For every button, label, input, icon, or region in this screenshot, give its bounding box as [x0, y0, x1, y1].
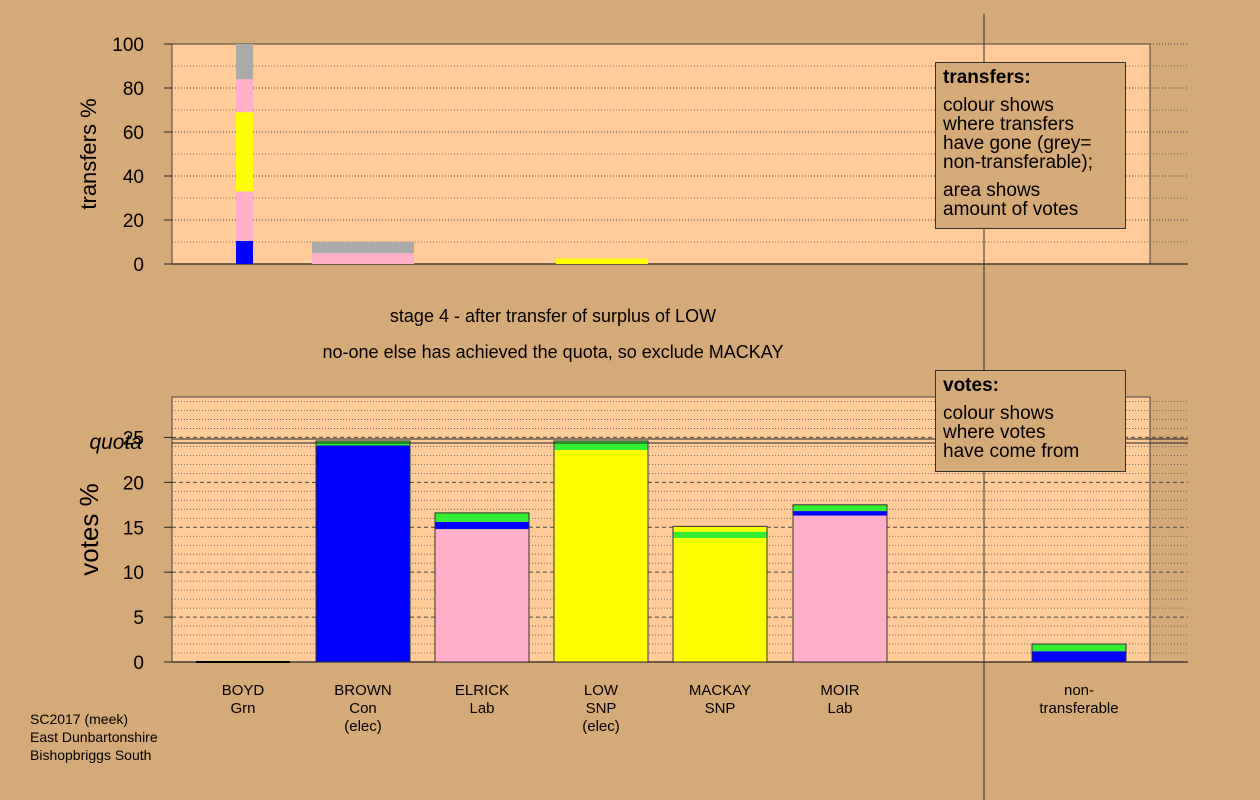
candidate-party: SNP — [705, 700, 736, 717]
candidate-status: (elec) — [344, 718, 382, 735]
votes-legend: votes: colour shows where votes have com… — [935, 370, 1126, 472]
transfer-segment-snp — [236, 112, 253, 192]
y-tick-label: 80 — [123, 79, 144, 100]
candidate-party: Grn — [230, 700, 255, 717]
y-tick-label: 20 — [123, 211, 144, 232]
transfer-segment-nontransferable — [312, 242, 414, 253]
bar-segment-grn — [793, 504, 887, 512]
stage-subtitle: no-one else has achieved the quota, so e… — [322, 342, 784, 362]
transfers-legend-text2: area shows amount of votes — [943, 180, 1079, 220]
y-tick-label: 25 — [123, 428, 144, 449]
transfers-legend-title: transfers: — [943, 67, 1031, 88]
y-tick-label: 60 — [123, 123, 144, 144]
transfer-segment-lab — [312, 257, 414, 264]
y-tick-label: 0 — [133, 653, 144, 674]
transfer-segment-nontransferable — [236, 44, 253, 80]
bar-segment-grn — [435, 512, 529, 522]
transfers-legend: transfers: colour shows where transfers … — [935, 62, 1126, 229]
candidate-name: MACKAY — [689, 682, 751, 699]
bar-segment-con — [793, 511, 887, 516]
bar-outline — [315, 440, 411, 663]
votes-legend-title: votes: — [943, 375, 999, 396]
bar-segment-con — [1032, 651, 1126, 662]
candidate-name: ELRICK — [455, 682, 509, 699]
transfer-segment-lab — [236, 79, 253, 113]
bar-segment-lab — [793, 515, 887, 662]
candidate-party: Lab — [469, 700, 494, 717]
footer-line: Bishopbriggs South — [30, 747, 152, 763]
candidate-party: Lab — [827, 700, 852, 717]
transfer-segment-con — [236, 240, 253, 264]
bar-segment-con — [435, 521, 529, 530]
nontransferable-label: transferable — [1039, 700, 1118, 717]
y-tick-label: 40 — [123, 167, 144, 188]
candidate-status: (elec) — [582, 718, 620, 735]
bar-outline — [434, 512, 530, 663]
bar-segment-snp — [673, 526, 767, 532]
bar-outline — [1031, 643, 1127, 663]
bar-segment-lab — [435, 529, 529, 662]
candidate-name: BROWN — [334, 682, 392, 699]
bar-segment-grn — [673, 531, 767, 539]
transfer-segment-lab — [236, 191, 253, 241]
bar-outline — [672, 525, 768, 663]
stage-title: stage 4 - after transfer of surplus of L… — [389, 306, 717, 326]
transfer-segment-lab — [312, 253, 414, 258]
bar-outline — [792, 504, 888, 663]
y-tick-label: 5 — [133, 608, 144, 629]
y-axis-label: transfers % — [76, 98, 101, 209]
nontransferable-label: non- — [1064, 682, 1094, 699]
bar-segment-snp — [554, 450, 648, 662]
footer-info: SC2017 (meek) East Dunbartonshire Bishop… — [30, 710, 158, 764]
candidate-party: Con — [349, 700, 377, 717]
y-axis-label: votes % — [74, 483, 104, 576]
y-tick-label: 15 — [123, 518, 144, 539]
y-tick-label: 100 — [112, 35, 144, 56]
candidate-name: MOIR — [820, 682, 859, 699]
bar-segment-snp — [673, 538, 767, 662]
footer-line: East Dunbartonshire — [30, 729, 158, 745]
bar-segment-con — [316, 445, 410, 662]
bar-segment-grn — [1032, 644, 1126, 652]
transfers-legend-text1: colour shows where transfers have gone (… — [943, 95, 1093, 173]
y-tick-label: 20 — [123, 473, 144, 494]
candidate-party: SNP — [586, 700, 617, 717]
candidate-name: BOYD — [222, 682, 265, 699]
quota-label: quota — [89, 431, 142, 454]
candidate-name: LOW — [584, 682, 619, 699]
votes-legend-text: colour shows where votes have come from — [943, 403, 1080, 462]
bar-segment-grn — [554, 441, 648, 450]
transfer-segment-snp — [556, 258, 648, 264]
y-tick-label: 10 — [123, 563, 144, 584]
footer-line: SC2017 (meek) — [30, 711, 129, 727]
y-tick-label: 0 — [133, 255, 144, 276]
bar-outline — [553, 440, 649, 663]
